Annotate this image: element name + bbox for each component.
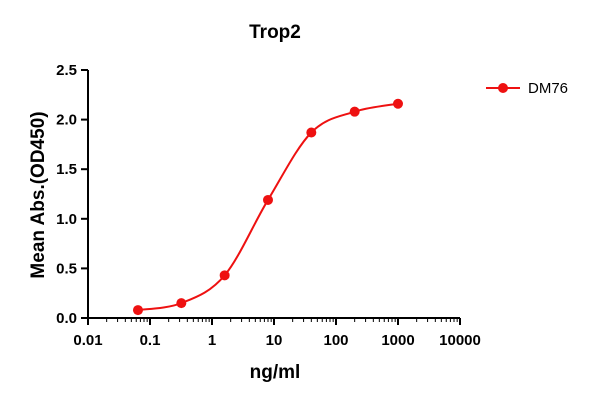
legend-label: DM76 xyxy=(528,80,568,97)
data-point xyxy=(393,98,403,109)
legend: DM76 xyxy=(486,80,568,97)
x-tick-label: 10000 xyxy=(439,332,481,349)
x-tick-label: 10 xyxy=(266,332,283,349)
x-tick-label: 0.1 xyxy=(140,332,161,349)
chart-title: Trop2 xyxy=(249,22,301,43)
series-dm76 xyxy=(132,98,403,316)
x-tick-label: 1000 xyxy=(381,332,414,349)
y-tick-label: 2.5 xyxy=(56,62,77,79)
x-tick-label: 1 xyxy=(208,332,216,349)
data-point xyxy=(132,305,143,316)
data-point xyxy=(262,194,273,205)
y-tick-label: 0.0 xyxy=(56,310,77,327)
data-point xyxy=(219,270,230,281)
series-curve xyxy=(137,102,399,312)
x-tick-label: 100 xyxy=(323,332,348,349)
y-axis-title: Mean Abs.(OD450) xyxy=(28,111,49,278)
data-point xyxy=(176,298,187,309)
data-point xyxy=(306,127,317,138)
data-point xyxy=(349,106,360,117)
y-tick-label: 2.0 xyxy=(56,112,77,129)
y-tick-label: 1.5 xyxy=(56,161,77,178)
y-tick-label: 0.5 xyxy=(56,260,77,277)
y-axis: 0.0 0.5 1.0 1.5 2.0 2.5 xyxy=(56,62,89,327)
x-axis: 0.01 0.1 1 10 100 1000 10000 xyxy=(73,317,481,349)
legend-marker xyxy=(498,83,508,93)
y-tick-label: 1.0 xyxy=(56,211,77,228)
x-tick-label: 0.01 xyxy=(73,332,102,349)
x-axis-title: ng/ml xyxy=(250,362,301,383)
